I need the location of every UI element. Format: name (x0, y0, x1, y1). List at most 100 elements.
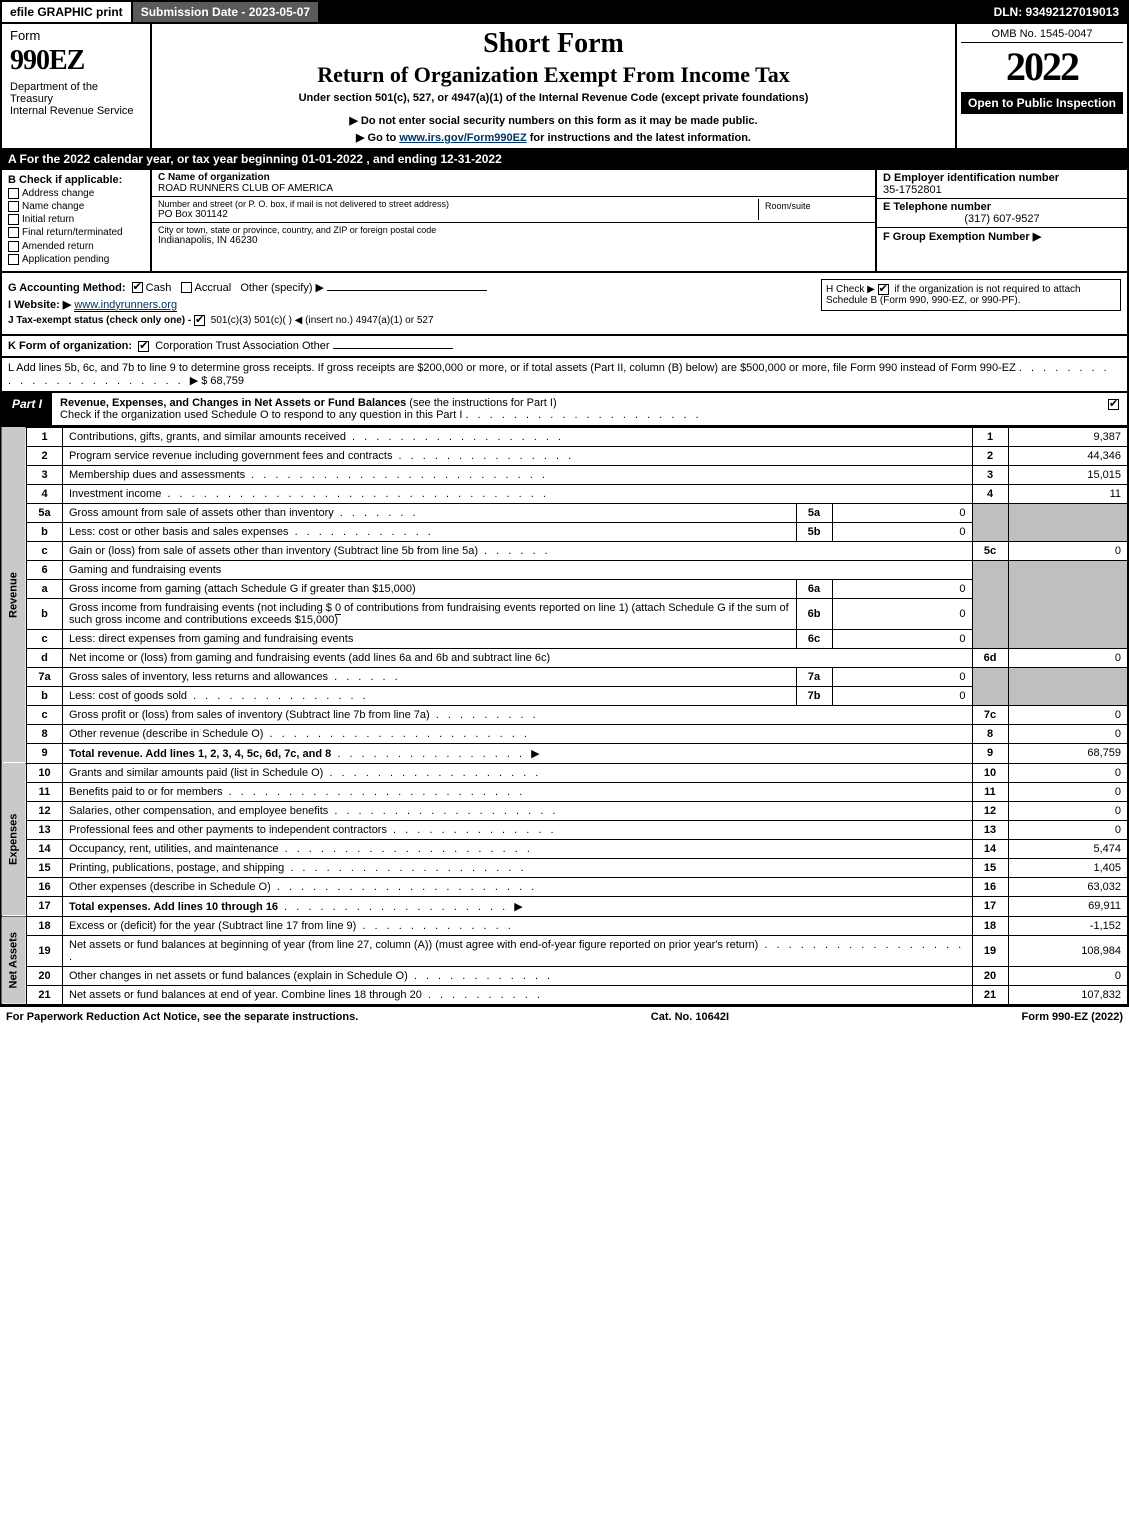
footer-mid: Cat. No. 10642I (651, 1011, 729, 1023)
l6-shade (972, 560, 1008, 648)
f-label: F Group Exemption Number ▶ (883, 231, 1041, 243)
efile-print-button[interactable]: efile GRAPHIC print (2, 2, 133, 22)
k-other-input[interactable] (333, 348, 453, 349)
city-label: City or town, state or province, country… (158, 225, 869, 235)
l20-rn: 20 (972, 966, 1008, 985)
goto-post: for instructions and the latest informat… (527, 132, 751, 144)
website-link[interactable]: www.indyrunners.org (74, 299, 177, 312)
l-value: ▶ $ 68,759 (190, 375, 244, 387)
l19-rn: 19 (972, 935, 1008, 966)
l4-desc: Investment income . . . . . . . . . . . … (63, 484, 973, 503)
schedule-o-check[interactable] (1103, 393, 1127, 425)
l15-num: 15 (27, 858, 63, 877)
l7a-sv: 0 (832, 667, 972, 686)
l9-val: 68,759 (1008, 743, 1128, 763)
l10-desc: Grants and similar amounts paid (list in… (63, 763, 973, 782)
chk-initial-return[interactable]: Initial return (8, 214, 144, 225)
l21-num: 21 (27, 985, 63, 1005)
d-box: D Employer identification number 35-1752… (877, 170, 1127, 199)
l13-desc: Professional fees and other payments to … (63, 820, 973, 839)
irs-link[interactable]: www.irs.gov/Form990EZ (399, 132, 526, 144)
l6a-num: a (27, 579, 63, 598)
sidetab-expenses: Expenses (1, 763, 27, 916)
l19-num: 19 (27, 935, 63, 966)
chk-name-change[interactable]: Name change (8, 201, 144, 212)
k-corp-chk[interactable] (138, 341, 149, 352)
dln-label: DLN: 93492127019013 (986, 2, 1127, 22)
row-a-tax-year: A For the 2022 calendar year, or tax yea… (0, 150, 1129, 170)
k-label: K Form of organization: (8, 340, 132, 352)
l20-desc: Other changes in net assets or fund bala… (63, 966, 973, 985)
section-ghij: H Check ▶ if the organization is not req… (0, 273, 1129, 336)
sidetab-netassets: Net Assets (1, 916, 27, 1005)
j-label: J Tax-exempt status (check only one) - (8, 315, 194, 326)
l-text: L Add lines 5b, 6c, and 7b to line 9 to … (8, 362, 1016, 374)
org-name: ROAD RUNNERS CLUB OF AMERICA (158, 183, 869, 194)
l7c-desc: Gross profit or (loss) from sales of inv… (63, 705, 973, 724)
l2-val: 44,346 (1008, 446, 1128, 465)
footer-right: Form 990-EZ (2022) (1022, 1011, 1123, 1023)
l18-desc: Excess or (deficit) for the year (Subtra… (63, 916, 973, 935)
j-501c3-chk[interactable] (194, 315, 205, 326)
l13-rn: 13 (972, 820, 1008, 839)
l6c-num: c (27, 629, 63, 648)
l6a-sn: 6a (796, 579, 832, 598)
l5ab-shade (972, 503, 1008, 541)
l6a-sv: 0 (832, 579, 972, 598)
page-footer: For Paperwork Reduction Act Notice, see … (0, 1006, 1129, 1027)
l19-desc: Net assets or fund balances at beginning… (63, 935, 973, 966)
l5c-val: 0 (1008, 541, 1128, 560)
l1-num: 1 (27, 427, 63, 446)
g-accrual-chk[interactable] (181, 282, 192, 293)
l7a-desc: Gross sales of inventory, less returns a… (63, 667, 797, 686)
l11-desc: Benefits paid to or for members . . . . … (63, 782, 973, 801)
l18-val: -1,152 (1008, 916, 1128, 935)
l6b-sn: 6b (796, 598, 832, 629)
l14-val: 5,474 (1008, 839, 1128, 858)
b-label: B Check if applicable: (8, 174, 144, 186)
l14-num: 14 (27, 839, 63, 858)
room-label: Room/suite (765, 201, 863, 211)
h-checkbox[interactable] (878, 284, 889, 295)
l2-num: 2 (27, 446, 63, 465)
g-cash-chk[interactable] (132, 282, 143, 293)
l6-num: 6 (27, 560, 63, 579)
d-label: D Employer identification number (883, 172, 1121, 184)
g-other-input[interactable] (327, 290, 487, 291)
l5b-desc: Less: cost or other basis and sales expe… (63, 522, 797, 541)
l7c-num: c (27, 705, 63, 724)
l5b-sv: 0 (832, 522, 972, 541)
dept-label: Department of the Treasury Internal Reve… (10, 81, 142, 117)
l11-rn: 11 (972, 782, 1008, 801)
section-bcdef: B Check if applicable: Address change Na… (0, 170, 1129, 273)
part-i-table: Revenue 1 Contributions, gifts, grants, … (0, 427, 1129, 1006)
chk-final-return[interactable]: Final return/terminated (8, 227, 144, 238)
l5b-sn: 5b (796, 522, 832, 541)
f-box: F Group Exemption Number ▶ (877, 228, 1127, 245)
l7b-desc: Less: cost of goods sold . . . . . . . .… (63, 686, 797, 705)
l11-num: 11 (27, 782, 63, 801)
l5a-sv: 0 (832, 503, 972, 522)
l6d-num: d (27, 648, 63, 667)
l6d-desc: Net income or (loss) from gaming and fun… (63, 648, 973, 667)
l6c-sv: 0 (832, 629, 972, 648)
l17-rn: 17 (972, 896, 1008, 916)
chk-application-pending[interactable]: Application pending (8, 254, 144, 265)
k-opts: Corporation Trust Association Other (155, 340, 329, 352)
l17-num: 17 (27, 896, 63, 916)
sidetab-revenue: Revenue (1, 427, 27, 763)
chk-amended-return[interactable]: Amended return (8, 241, 144, 252)
l21-val: 107,832 (1008, 985, 1128, 1005)
l13-num: 13 (27, 820, 63, 839)
l9-rn: 9 (972, 743, 1008, 763)
l5a-desc: Gross amount from sale of assets other t… (63, 503, 797, 522)
part-i-header: Part I Revenue, Expenses, and Changes in… (0, 393, 1129, 427)
l2-rn: 2 (972, 446, 1008, 465)
footer-left: For Paperwork Reduction Act Notice, see … (6, 1011, 358, 1023)
ein-value: 35-1752801 (883, 184, 1121, 196)
l5a-num: 5a (27, 503, 63, 522)
submission-date: Submission Date - 2023-05-07 (133, 2, 320, 22)
l6d-val: 0 (1008, 648, 1128, 667)
chk-address-change[interactable]: Address change (8, 188, 144, 199)
l10-val: 0 (1008, 763, 1128, 782)
